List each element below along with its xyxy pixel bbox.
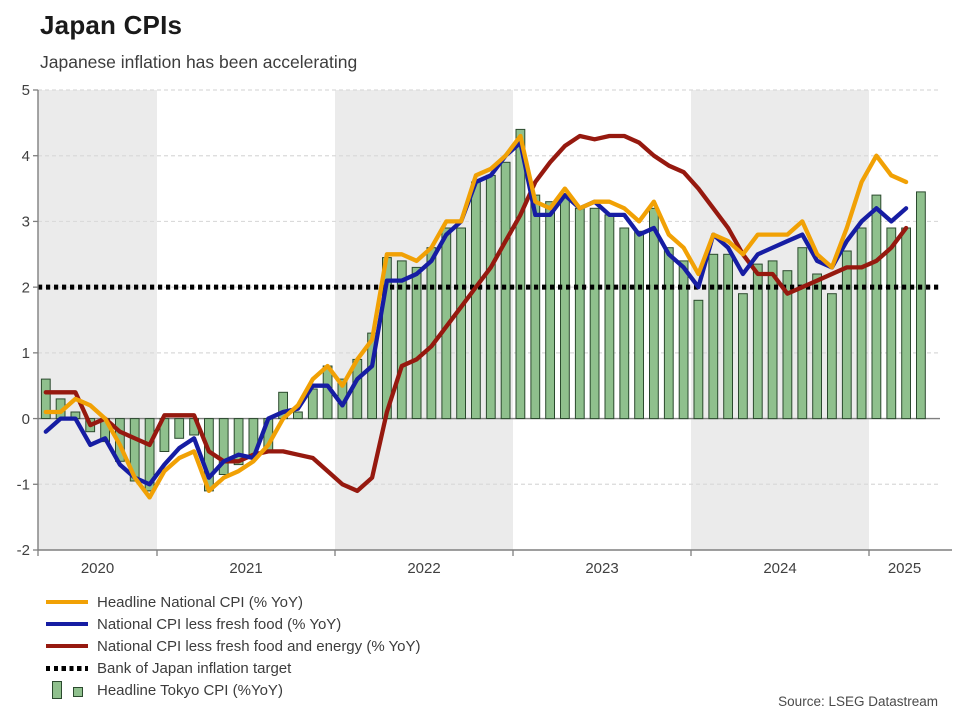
legend-label: Bank of Japan inflation target (97, 659, 292, 677)
source-attribution: Source: LSEG Datastream (778, 694, 938, 709)
chart-subtitle: Japanese inflation has been accelerating (40, 52, 358, 72)
legend-label: National CPI less fresh food (% YoY) (97, 615, 342, 633)
dark-red-line-swatch-icon (46, 643, 88, 649)
axis-tick-labels: 5 4 3 2 1 0 -1 -2 2020 2021 2022 2023 2024 2025 (17, 82, 922, 577)
svg-text:4: 4 (22, 148, 30, 165)
green-bars-swatch-icon (46, 681, 88, 699)
svg-text:0: 0 (22, 411, 30, 428)
svg-text:3: 3 (22, 214, 30, 231)
svg-text:-2: -2 (17, 542, 30, 559)
svg-text:2025: 2025 (888, 560, 921, 577)
chart-legend: Headline National CPI (% YoY) National C… (46, 591, 421, 701)
chart-title: Japan CPIs (40, 10, 183, 40)
svg-text:2023: 2023 (585, 560, 618, 577)
svg-text:2020: 2020 (81, 560, 114, 577)
blue-line-swatch-icon (46, 621, 88, 627)
svg-text:-1: -1 (17, 476, 30, 493)
svg-text:5: 5 (22, 82, 30, 99)
legend-label: Headline Tokyo CPI (%YoY) (97, 681, 283, 699)
svg-text:1: 1 (22, 345, 30, 362)
dotted-line-swatch-icon (46, 665, 88, 671)
line-national-cpi-less-fresh-food-and-energy (43, 133, 909, 494)
svg-text:2022: 2022 (407, 560, 440, 577)
orange-line-swatch-icon (46, 599, 88, 605)
legend-label: National CPI less fresh food and energy … (97, 637, 421, 655)
svg-text:2024: 2024 (763, 560, 796, 577)
line-headline-national-cpi (43, 133, 909, 500)
legend-item-headline-national: Headline National CPI (% YoY) (46, 591, 421, 613)
year-bands (38, 90, 869, 550)
bars-headline-tokyo-cpi (40, 128, 926, 492)
legend-item-boj-target: Bank of Japan inflation target (46, 657, 421, 679)
legend-item-core-national: National CPI less fresh food (% YoY) (46, 613, 421, 635)
legend-item-corecore-national: National CPI less fresh food and energy … (46, 635, 421, 657)
axis-ticks (33, 89, 870, 556)
legend-item-tokyo-cpi: Headline Tokyo CPI (%YoY) (46, 679, 421, 701)
svg-text:2: 2 (22, 279, 30, 296)
svg-text:2021: 2021 (229, 560, 262, 577)
legend-label: Headline National CPI (% YoY) (97, 593, 303, 611)
